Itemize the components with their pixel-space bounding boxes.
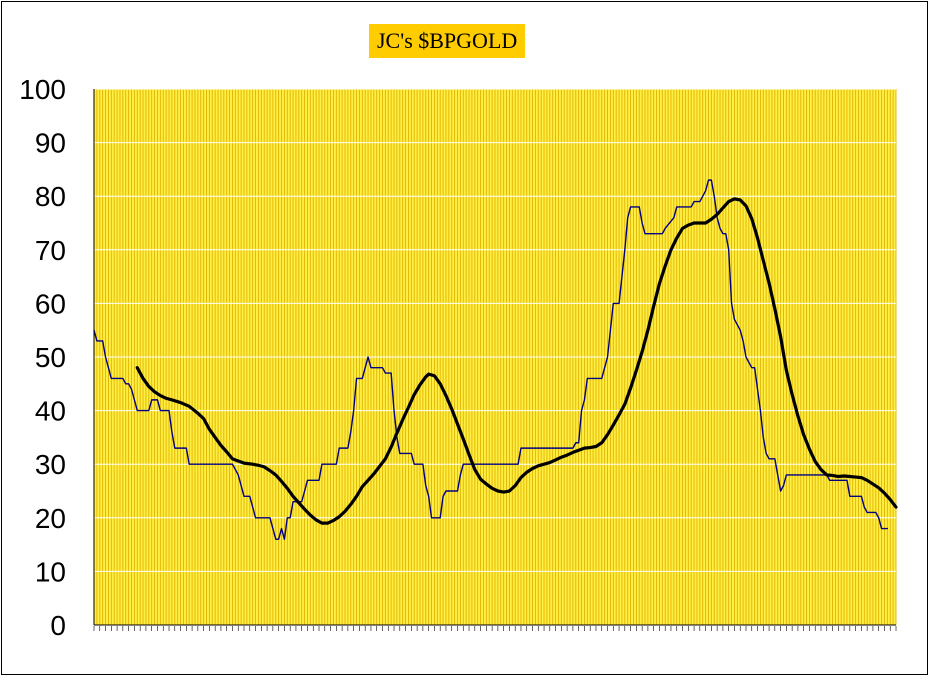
chart-title: JC's $BPGOLD bbox=[369, 24, 526, 58]
y-tick-label: 100 bbox=[19, 74, 66, 105]
axes bbox=[93, 89, 896, 626]
x-axis-tick-labels bbox=[93, 626, 897, 631]
y-tick-label: 80 bbox=[35, 181, 66, 212]
x-tick-marks bbox=[93, 626, 897, 631]
y-tick-label: 70 bbox=[35, 235, 66, 266]
horizontal-gridlines bbox=[94, 88, 896, 572]
y-tick-label: 50 bbox=[35, 342, 66, 373]
y-tick-label: 90 bbox=[35, 128, 66, 159]
y-tick-label: 30 bbox=[35, 449, 66, 480]
y-tick-label: 60 bbox=[35, 288, 66, 319]
y-tick-label: 0 bbox=[50, 610, 66, 641]
y-tick-label: 40 bbox=[35, 396, 66, 427]
y-tick-label: 10 bbox=[35, 556, 66, 587]
series-group bbox=[93, 179, 898, 540]
series-raw-line bbox=[93, 179, 889, 540]
y-tick-label: 20 bbox=[35, 503, 66, 534]
y-axis-tick-labels: 0 10 20 30 40 50 60 70 80 90 100 bbox=[19, 74, 66, 641]
series-smoothed-line bbox=[135, 197, 898, 525]
